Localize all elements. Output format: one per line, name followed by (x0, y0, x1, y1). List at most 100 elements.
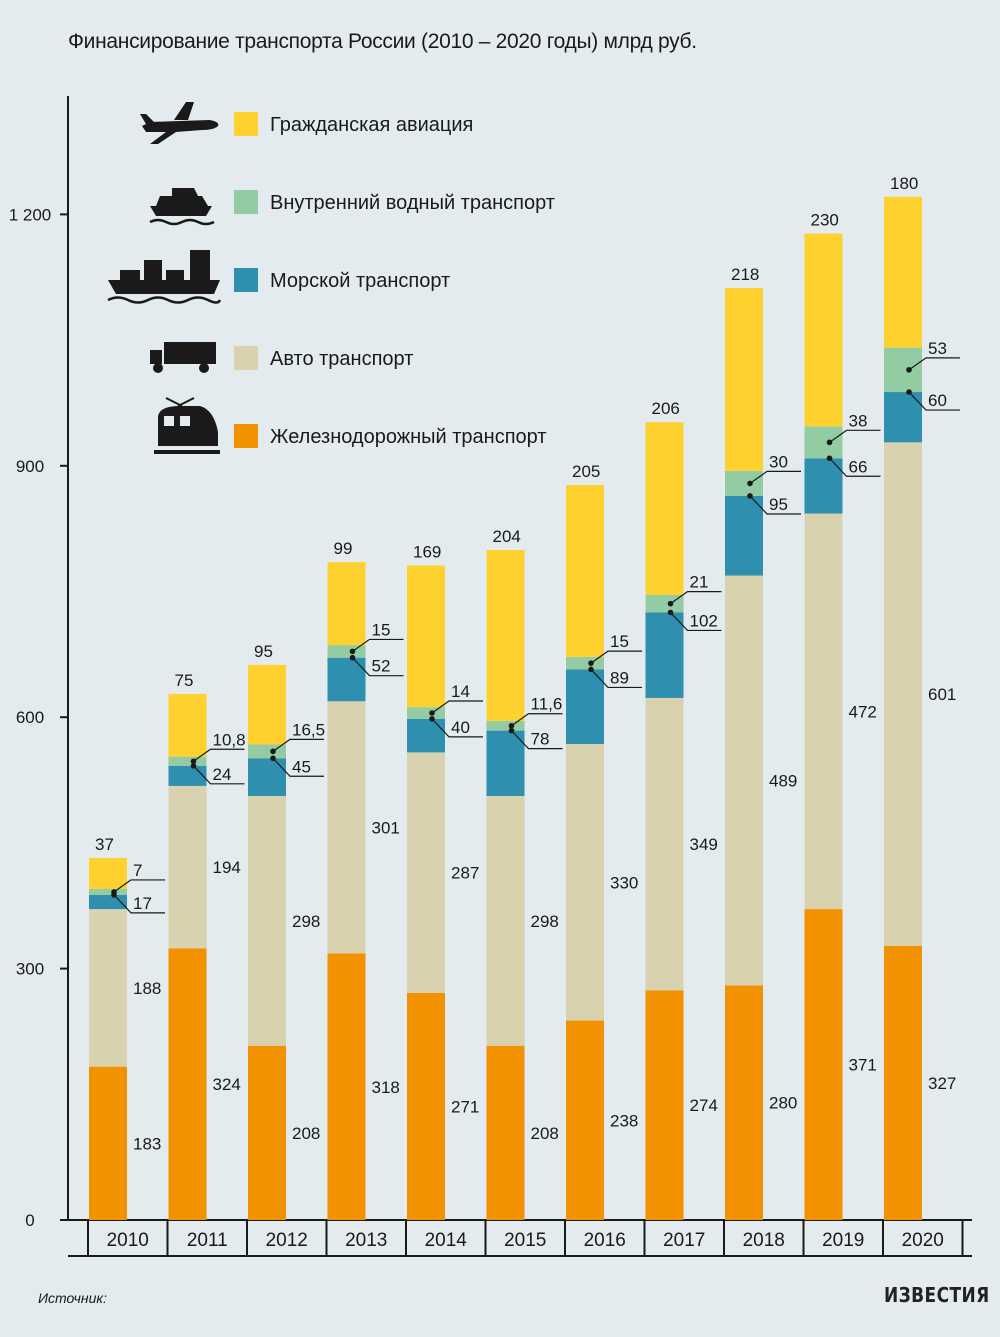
source-label: Источник: (38, 1290, 107, 1306)
leader-line (670, 591, 722, 605)
bar-segment (168, 948, 207, 1220)
bar-segment (327, 657, 366, 702)
data-label: 40 (451, 718, 470, 737)
x-tick-label: 2013 (345, 1230, 387, 1251)
bar-segment (566, 669, 604, 745)
y-tick-label: 300 (16, 960, 44, 979)
x-tick-label: 2020 (902, 1230, 944, 1251)
legend: Гражданская авиация Внутренний водный тра… (107, 102, 555, 454)
data-label: 11,6 (531, 695, 563, 714)
bar-segment (327, 953, 366, 1220)
leader-line (113, 894, 165, 914)
data-label: 17 (133, 894, 152, 913)
data-label: 349 (690, 835, 718, 854)
leader-line (829, 429, 881, 443)
data-label: 7 (133, 861, 142, 880)
data-label: 95 (769, 495, 788, 514)
izvestia-logo: ИЗВЕСТИЯ (884, 1283, 990, 1307)
data-label: 318 (372, 1078, 400, 1097)
river-boat-icon (149, 188, 215, 226)
leader-line (352, 657, 404, 677)
bar-segment (884, 442, 922, 946)
y-tick-label: 600 (16, 708, 44, 727)
truck-icon (150, 342, 216, 373)
bar-segment (407, 707, 445, 719)
bar-segment (89, 1066, 127, 1220)
cargo-ship-icon (107, 250, 222, 304)
bar-segment (248, 664, 286, 745)
bar-segment (804, 458, 843, 514)
y-tick-label: 1 200 (9, 205, 52, 224)
bar-segment (168, 785, 207, 949)
x-tick-label: 2014 (425, 1230, 468, 1251)
bar-segment (327, 562, 366, 646)
leader-line (431, 700, 483, 714)
leader-line (829, 457, 881, 477)
data-label: 298 (292, 912, 320, 931)
bar-segment (566, 1020, 604, 1220)
bar-segment (248, 744, 286, 759)
bars (89, 196, 922, 1220)
bar-segment (645, 594, 684, 613)
bar-segment (645, 697, 684, 991)
data-label: 15 (610, 632, 629, 651)
leader-line (749, 470, 801, 484)
data-label: 37 (95, 835, 114, 854)
leader-line (193, 765, 245, 785)
leader-line (670, 612, 722, 632)
data-label: 52 (372, 657, 391, 676)
leader-line (272, 757, 324, 777)
bar-segment (168, 693, 207, 757)
data-label: 95 (254, 642, 273, 661)
leader-line (113, 879, 165, 893)
data-label: 301 (372, 818, 400, 837)
chart-title: Финансирование транспорта России (2010 –… (68, 30, 697, 53)
leader-line (352, 638, 404, 652)
data-label: 45 (292, 757, 311, 776)
bar-segment (566, 744, 604, 1021)
leader-line (193, 748, 245, 762)
data-label: 208 (531, 1124, 559, 1143)
data-label: 21 (690, 573, 709, 592)
data-label: 280 (769, 1094, 797, 1113)
data-label: 208 (292, 1124, 320, 1143)
data-label: 324 (213, 1075, 241, 1094)
x-tick-label: 2015 (504, 1230, 546, 1251)
bar-segment (168, 756, 207, 766)
bar-segment (725, 575, 763, 986)
leader-line (590, 650, 642, 664)
leader-line (908, 357, 960, 371)
data-label: 24 (213, 765, 232, 784)
data-label: 89 (610, 668, 629, 687)
data-label: 371 (849, 1056, 877, 1075)
leader-line (272, 738, 324, 752)
data-label: 99 (334, 539, 353, 558)
legend-label: Внутренний водный транспорт (270, 192, 555, 214)
data-label: 60 (928, 391, 947, 410)
data-label: 194 (213, 858, 241, 877)
data-label: 238 (610, 1111, 638, 1130)
leader-line (590, 669, 642, 689)
data-label: 327 (928, 1074, 956, 1093)
leader-line (511, 713, 563, 727)
legend-label: Гражданская авиация (270, 114, 473, 136)
legend-swatch (234, 346, 258, 370)
data-label: 169 (413, 543, 441, 562)
airplane-icon (140, 102, 219, 144)
data-label: 66 (849, 457, 868, 476)
data-label: 601 (928, 685, 956, 704)
data-label: 183 (133, 1134, 161, 1153)
data-label: 102 (690, 611, 718, 630)
y-tick-label: 900 (16, 457, 44, 476)
data-label: 204 (493, 527, 521, 546)
bar-segment (884, 945, 922, 1220)
bar-segment (884, 347, 922, 393)
bar-segment (248, 758, 286, 796)
bar-segment (168, 765, 207, 786)
bar-segment (89, 888, 127, 895)
data-label: 330 (610, 873, 638, 892)
bar-segment (248, 1045, 286, 1220)
bar-segment (248, 795, 286, 1046)
bar-segment (327, 701, 366, 954)
